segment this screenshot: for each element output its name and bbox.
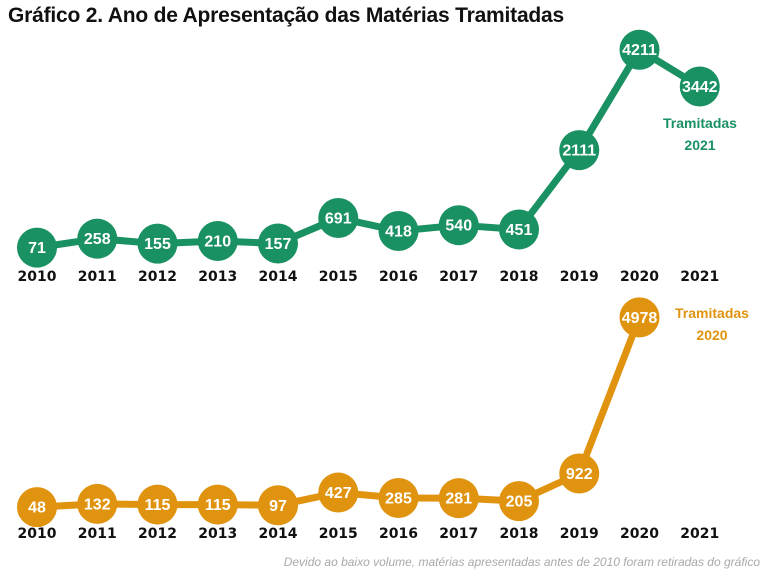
data-label-2021: 3442 bbox=[682, 79, 718, 96]
data-label-2019: 2111 bbox=[562, 143, 596, 160]
series-annotation-line2: 2020 bbox=[696, 327, 727, 343]
data-label-2019: 922 bbox=[566, 466, 593, 483]
data-point-2012 bbox=[137, 484, 178, 525]
data-label-2018: 451 bbox=[506, 222, 533, 239]
data-point-2017 bbox=[438, 205, 479, 246]
x-tick-label-2015: 2015 bbox=[319, 269, 358, 285]
data-point-2016 bbox=[378, 211, 419, 252]
data-label-2018: 205 bbox=[506, 494, 533, 511]
x-tick-label-2021: 2021 bbox=[680, 269, 719, 285]
data-label-2015: 427 bbox=[325, 485, 352, 502]
data-point-2010 bbox=[17, 227, 57, 268]
x-tick-label-2013: 2013 bbox=[198, 269, 237, 285]
x-tick-label-2010: 2010 bbox=[18, 526, 57, 542]
x-tick-label-2021: 2021 bbox=[680, 526, 719, 542]
x-tick-label-2011: 2011 bbox=[78, 526, 117, 542]
data-point-2018 bbox=[499, 209, 539, 250]
series-annotation-line1: Tramitadas bbox=[663, 115, 737, 131]
x-tick-label-2011: 2011 bbox=[78, 269, 117, 285]
data-label-2020: 4978 bbox=[622, 310, 658, 327]
data-point-2011 bbox=[77, 218, 118, 259]
data-label-2017: 540 bbox=[445, 218, 472, 235]
chart-panel-tramitadas-2020: 48 132 115 115 97 427 285 281 205 922 4978 2010 2011… bbox=[17, 297, 749, 542]
x-tick-label-2020: 2020 bbox=[620, 269, 659, 285]
data-label-2010: 71 bbox=[28, 240, 46, 257]
data-label-2017: 281 bbox=[445, 491, 472, 508]
data-label-2013: 210 bbox=[204, 233, 231, 250]
data-point-2020 bbox=[619, 297, 660, 338]
data-label-2015: 691 bbox=[325, 210, 352, 227]
data-point-2013 bbox=[197, 484, 238, 525]
series-line bbox=[33, 46, 704, 252]
x-tick-label-2018: 2018 bbox=[500, 526, 539, 542]
data-point-2011 bbox=[77, 483, 118, 524]
data-point-2014 bbox=[258, 485, 298, 526]
data-point-2017 bbox=[438, 478, 479, 519]
x-tick-label-2014: 2014 bbox=[259, 269, 298, 285]
data-point-2013 bbox=[197, 220, 238, 261]
data-label-2013: 115 bbox=[205, 497, 231, 514]
data-label-2014: 157 bbox=[265, 236, 292, 253]
data-point-2019 bbox=[559, 453, 600, 494]
data-point-2010 bbox=[17, 487, 57, 528]
data-point-2021 bbox=[679, 66, 720, 107]
x-tick-label-2017: 2017 bbox=[439, 269, 478, 285]
x-tick-label-2014: 2014 bbox=[259, 526, 298, 542]
x-tick-label-2012: 2012 bbox=[138, 269, 177, 285]
x-tick-label-2018: 2018 bbox=[500, 269, 539, 285]
data-label-2010: 48 bbox=[28, 500, 46, 517]
chart-panel-tramitadas-2021: 71 258 155 210 157 691 418 540 451 2111 4211 3442 20… bbox=[17, 29, 737, 285]
data-point-2018 bbox=[499, 481, 539, 522]
data-label-2016: 285 bbox=[385, 491, 412, 508]
x-tick-label-2016: 2016 bbox=[379, 526, 418, 542]
x-tick-label-2012: 2012 bbox=[138, 526, 177, 542]
x-tick-label-2010: 2010 bbox=[18, 269, 57, 285]
data-point-2012 bbox=[137, 223, 178, 264]
data-point-2020 bbox=[619, 29, 660, 70]
data-point-2016 bbox=[378, 478, 419, 519]
x-tick-label-2019: 2019 bbox=[560, 269, 599, 285]
data-point-2014 bbox=[258, 223, 298, 264]
footnote: Devido ao baixo volume, matérias apresen… bbox=[283, 555, 760, 569]
x-tick-label-2016: 2016 bbox=[379, 269, 418, 285]
data-label-2016: 418 bbox=[385, 224, 412, 241]
chart-title: Gráfico 2. Ano de Apresentação das Matér… bbox=[8, 4, 565, 27]
series-annotation-line2: 2021 bbox=[684, 137, 715, 153]
x-tick-label-2019: 2019 bbox=[560, 526, 599, 542]
data-point-2015 bbox=[318, 472, 359, 513]
data-point-2015 bbox=[318, 197, 359, 238]
x-tick-label-2015: 2015 bbox=[319, 526, 358, 542]
series-annotation-line1: Tramitadas bbox=[675, 305, 749, 321]
data-label-2011: 132 bbox=[84, 496, 111, 513]
x-tick-label-2017: 2017 bbox=[439, 526, 478, 542]
data-label-2011: 258 bbox=[84, 231, 111, 248]
x-tick-label-2013: 2013 bbox=[198, 526, 237, 542]
x-tick-label-2020: 2020 bbox=[620, 526, 659, 542]
data-label-2012: 155 bbox=[144, 236, 171, 253]
data-point-2019 bbox=[559, 130, 600, 171]
data-label-2014: 97 bbox=[269, 498, 287, 515]
data-label-2020: 4211 bbox=[622, 42, 657, 59]
data-label-2012: 115 bbox=[145, 497, 171, 514]
